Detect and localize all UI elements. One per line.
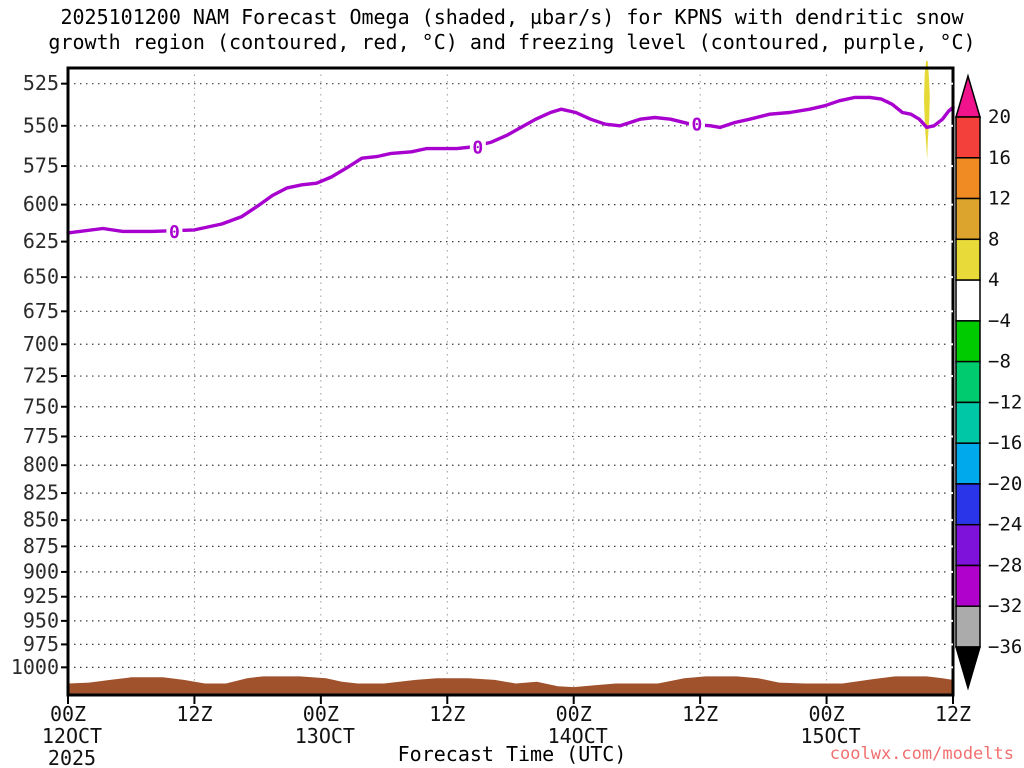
x-axis-tick-label: 00Z: [809, 702, 845, 726]
colorbar-under-triangle: [954, 646, 982, 691]
y-axis-tick-label: 950: [23, 608, 59, 632]
y-axis-tick-label: 600: [23, 192, 59, 216]
x-axis-title: Forecast Time (UTC): [397, 742, 627, 766]
y-axis-tick-label: 775: [23, 424, 59, 448]
contour-label-mask: [469, 136, 486, 157]
colorbar-segment: [955, 320, 981, 363]
freezing-contour-label: 0: [169, 222, 180, 243]
x-axis-date-label: 15OCT: [800, 724, 860, 748]
chart-title-line2: growth region (contoured, red, °C) and f…: [48, 30, 976, 54]
x-axis-tick-label: 00Z: [50, 702, 86, 726]
x-axis-date-label: 13OCT: [295, 724, 355, 748]
colorbar-tick-label: −28: [988, 554, 1022, 576]
x-axis-tick-label: 00Z: [303, 702, 339, 726]
colorbar-segment: [955, 564, 981, 608]
y-axis-tick-label: 575: [23, 154, 59, 178]
colorbar-tick-label: 20: [988, 106, 1011, 128]
colorbar-segment: [955, 116, 981, 159]
freezing-level-contour: [66, 95, 955, 235]
colorbar-tick-label: −36: [988, 636, 1022, 658]
colorbar-segment: [955, 401, 981, 444]
x-axis-date-label: 14OCT: [548, 724, 608, 748]
y-axis-tick-label: 650: [23, 265, 59, 289]
y-axis-tick-label: 925: [23, 584, 59, 608]
contour-label-mask: [688, 114, 705, 135]
x-axis-tick-label: 00Z: [556, 702, 592, 726]
colorbar-segment: [955, 605, 981, 648]
y-axis-tick-label: 800: [23, 453, 59, 477]
colorbar-tick-label: 8: [988, 228, 999, 250]
y-axis-tick-label: 550: [23, 113, 59, 137]
colorbar-segment: [955, 157, 981, 200]
colorbar-segment: [955, 483, 981, 526]
x-axis-tick-label: 12Z: [935, 702, 971, 726]
x-axis-date-label: 2025: [48, 746, 96, 768]
y-axis-tick-label: 525: [23, 71, 59, 95]
omega-shaded-region: [924, 61, 930, 160]
colorbar-tick-label: 12: [988, 188, 1011, 210]
colorbar-segment: [955, 360, 981, 404]
colorbar-segment: [955, 238, 981, 281]
freezing-contour-label: 0: [692, 115, 703, 136]
colorbar-segment: [955, 523, 981, 567]
colorbar-tick-label: 4: [988, 269, 999, 291]
y-axis-tick-label: 1000: [11, 655, 59, 679]
plot-frame: [66, 66, 955, 697]
colorbar-tick-label: −24: [988, 514, 1022, 536]
colorbar-over-triangle: [954, 73, 982, 118]
colorbar-tick-label: −20: [988, 473, 1022, 495]
colorbar-segment: [955, 279, 981, 322]
x-axis-tick-label: 12Z: [682, 702, 718, 726]
y-axis-tick-label: 900: [23, 559, 59, 583]
colorbar-tick-label: −16: [988, 432, 1022, 454]
y-axis-tick-label: 875: [23, 534, 59, 558]
y-axis-tick-label: 625: [23, 229, 59, 253]
colorbar-segment: [955, 197, 981, 241]
x-axis-tick-label: 12Z: [176, 702, 212, 726]
watermark-link[interactable]: coolwx.com/modelts: [829, 744, 1014, 764]
contour-label-mask: [166, 221, 183, 242]
colorbar-tick-label: −8: [988, 351, 1011, 373]
colorbar-segment: [955, 442, 981, 485]
y-axis-tick-label: 675: [23, 299, 59, 323]
y-axis-tick-label: 825: [23, 481, 59, 505]
x-axis-date-label: 12OCT: [42, 724, 102, 748]
x-axis-tick-label: 12Z: [429, 702, 465, 726]
y-axis-tick-label: 975: [23, 632, 59, 656]
y-axis-tick-label: 750: [23, 394, 59, 418]
colorbar-tick-label: −4: [988, 310, 1011, 332]
terrain-profile: [68, 676, 953, 695]
y-axis-tick-label: 850: [23, 508, 59, 532]
chart-title-line1: 2025101200 NAM Forecast Omega (shaded, µ…: [60, 5, 964, 29]
y-axis-tick-label: 700: [23, 332, 59, 356]
freezing-contour-label: 0: [472, 137, 483, 158]
colorbar-tick-label: −12: [988, 391, 1022, 413]
colorbar-tick-label: 16: [988, 147, 1011, 169]
y-axis-tick-label: 725: [23, 364, 59, 388]
colorbar-tick-label: −32: [988, 595, 1022, 617]
